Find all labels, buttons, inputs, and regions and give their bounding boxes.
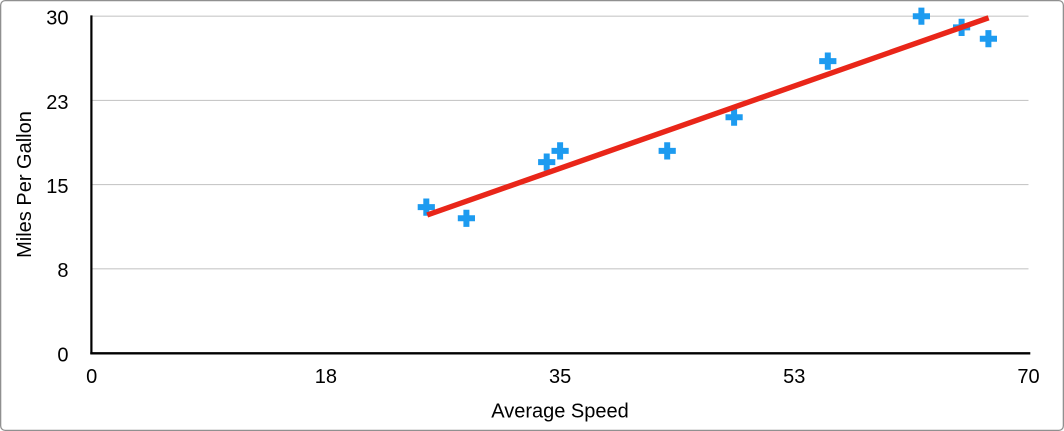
svg-text:53: 53 bbox=[783, 366, 805, 388]
svg-text:15: 15 bbox=[46, 176, 68, 198]
svg-text:70: 70 bbox=[1017, 366, 1039, 388]
svg-text:18: 18 bbox=[315, 366, 337, 388]
svg-text:30: 30 bbox=[46, 8, 68, 30]
svg-text:35: 35 bbox=[549, 366, 571, 388]
svg-text:Miles Per Gallon: Miles Per Gallon bbox=[14, 111, 36, 258]
svg-text:8: 8 bbox=[57, 260, 68, 282]
svg-text:0: 0 bbox=[57, 344, 68, 366]
svg-text:0: 0 bbox=[86, 366, 97, 388]
svg-text:Average Speed: Average Speed bbox=[491, 401, 629, 423]
svg-text:23: 23 bbox=[46, 92, 68, 114]
